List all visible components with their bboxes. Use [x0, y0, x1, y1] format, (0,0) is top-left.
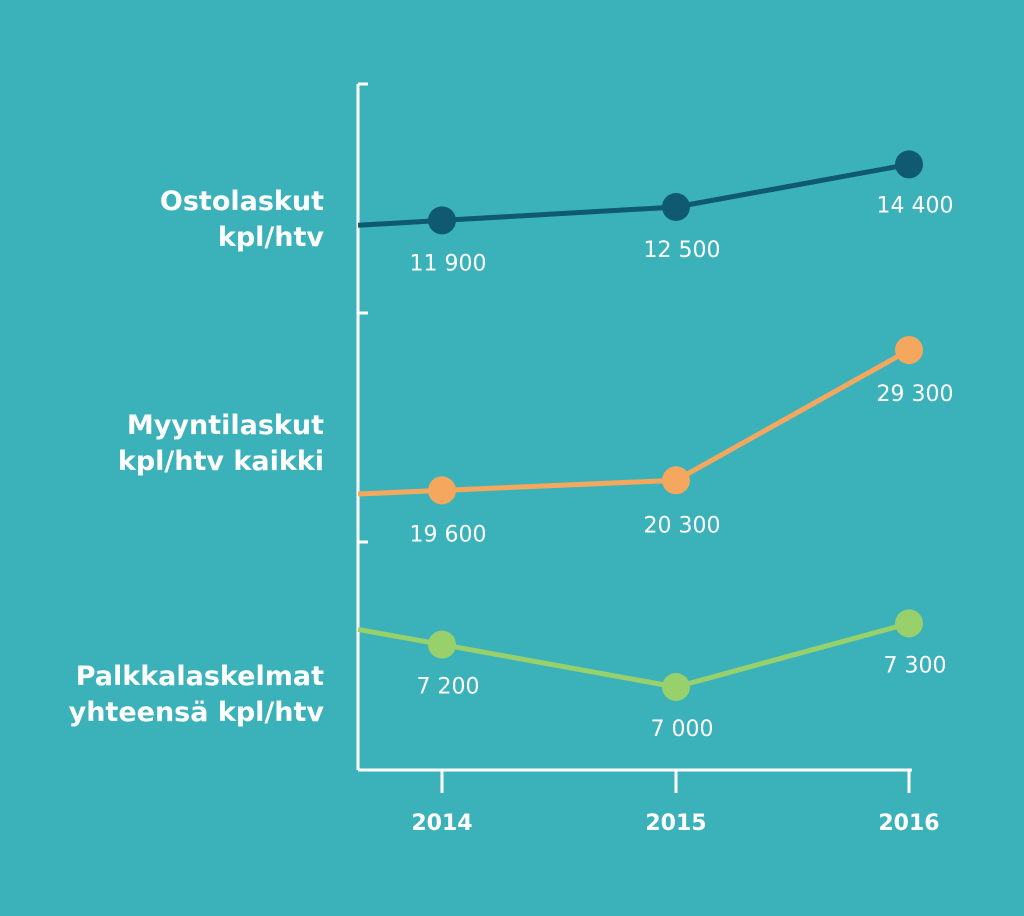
series-label-line-1: Palkkalaskelmat [75, 661, 324, 692]
data-label: 7 200 [417, 675, 480, 700]
data-point [428, 206, 456, 235]
x-tick-label: 2015 [645, 811, 706, 836]
series-label-myyntilaskut: Myyntilaskut kpl/htv kaikki [0, 408, 324, 480]
series-label-ostolaskut: Ostolaskut kpl/htv [0, 184, 324, 256]
data-point [895, 336, 923, 365]
data-label: 7 000 [651, 717, 714, 742]
data-point [662, 673, 690, 701]
series-line [357, 347, 911, 497]
series-line [357, 620, 910, 690]
data-point [662, 466, 690, 495]
series-label-line-1: Ostolaskut [159, 186, 324, 217]
x-tick-label: 2014 [411, 811, 472, 836]
series-line [357, 161, 910, 228]
data-label: 20 300 [644, 513, 721, 538]
series-label-line-2: kpl/htv kaikki [117, 446, 324, 477]
series-label-line-1: Myyntilaskut [126, 410, 324, 441]
series-label-palkkalaskelmat: Palkkalaskelmat yhteensä kpl/htv [0, 659, 324, 731]
series-label-line-2: kpl/htv [217, 222, 324, 253]
data-label: 19 600 [410, 522, 487, 547]
data-point [895, 150, 923, 179]
data-point [428, 476, 456, 505]
data-point [895, 609, 923, 638]
data-point [662, 193, 690, 221]
data-label: 11 900 [410, 251, 487, 276]
series-label-line-2: yhteensä kpl/htv [68, 697, 324, 728]
data-label: 14 400 [877, 193, 954, 218]
x-tick-label: 2016 [878, 811, 939, 836]
data-label: 7 300 [884, 653, 947, 678]
data-label: 12 500 [644, 238, 721, 263]
data-label: 29 300 [877, 382, 954, 407]
data-point [428, 630, 456, 659]
